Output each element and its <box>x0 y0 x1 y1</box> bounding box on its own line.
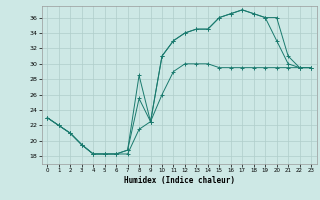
X-axis label: Humidex (Indice chaleur): Humidex (Indice chaleur) <box>124 176 235 185</box>
